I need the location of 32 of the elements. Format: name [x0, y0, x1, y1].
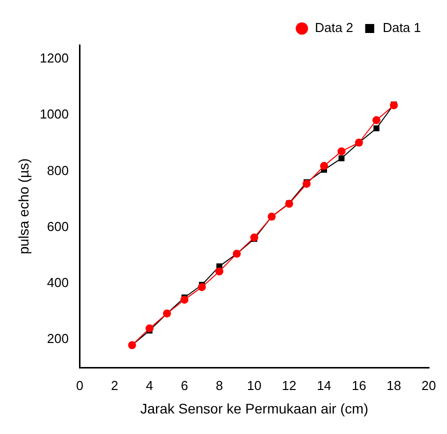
y-tick-label: 200 — [47, 331, 69, 346]
x-axis-title: Jarak Sensor ke Permukaan air (cm) — [140, 400, 368, 416]
point — [338, 147, 346, 156]
point — [372, 116, 380, 124]
y-tick-label: 600 — [47, 218, 69, 234]
x-tick-label: 10 — [247, 378, 262, 393]
y-tick-label: 1000 — [40, 106, 69, 122]
point — [198, 283, 206, 292]
legend-label: Data 2 — [314, 20, 354, 36]
y-tick-label: 1200 — [40, 50, 69, 66]
point — [373, 125, 380, 132]
x-tick-label: 6 — [180, 378, 188, 393]
point — [180, 296, 188, 304]
x-tick-label: 0 — [76, 378, 84, 393]
x-tick-label: 4 — [146, 378, 154, 393]
x-tick-label: 16 — [352, 378, 366, 393]
y-axis-title: pulsa echo (µs) — [15, 158, 32, 254]
point — [338, 155, 344, 162]
y-tick-label: 800 — [47, 162, 69, 178]
point — [215, 267, 224, 276]
x-tick-label: 14 — [316, 378, 332, 393]
point — [320, 162, 328, 170]
x-tick-label: 12 — [282, 378, 296, 393]
y-tick-label: 400 — [47, 275, 69, 290]
x-tick-label: 18 — [386, 378, 402, 393]
x-tick-label: 8 — [216, 378, 223, 393]
point — [302, 180, 311, 188]
point — [250, 233, 258, 242]
legend-label: Data 1 — [382, 20, 422, 36]
x-tick-label: 2 — [111, 378, 118, 393]
point — [146, 324, 154, 332]
x-tick-label: 20 — [422, 378, 436, 393]
